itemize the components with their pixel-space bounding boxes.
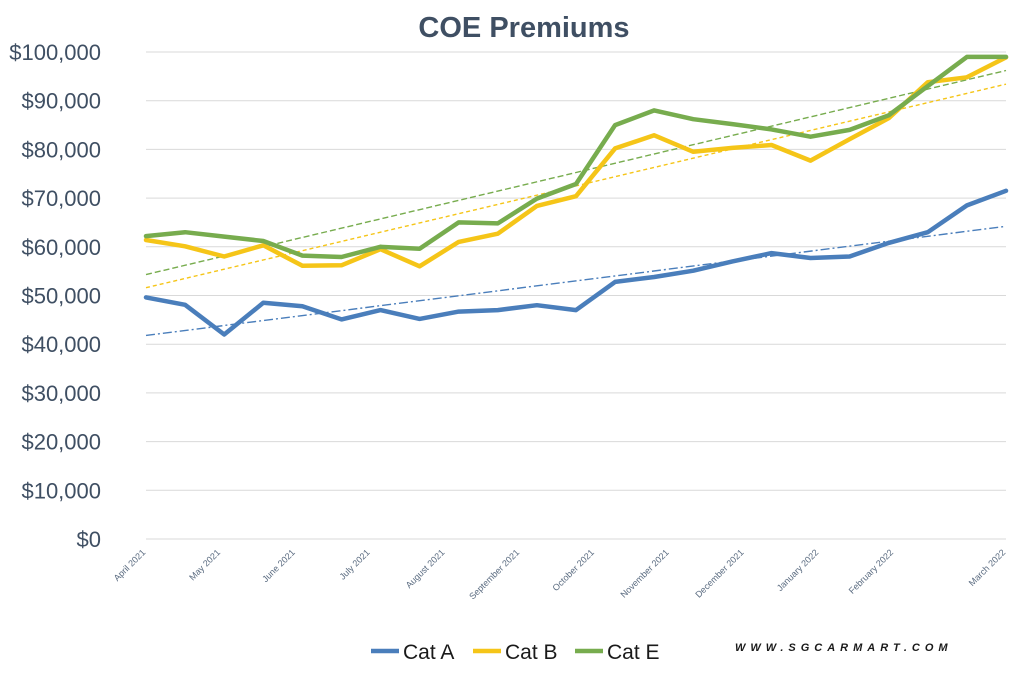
trendline-cat-a — [145, 225, 1007, 337]
x-tick-label: September 2021 — [467, 547, 521, 601]
legend: Cat A Cat B Cat E — [371, 641, 660, 664]
watermark-text: WWW.SGCARMART.COM — [735, 642, 953, 654]
y-axis-ticks: $0 $10,000 $20,000 $30,000 $40,000 $50,000 $60… — [9, 40, 101, 552]
y-tick-label: $10,000 — [21, 478, 101, 503]
chart-title: COE Premiums — [418, 12, 629, 44]
trendline-cat-e — [145, 69, 1007, 276]
x-tick-label: January 2022 — [775, 547, 821, 593]
series-line-cat-a — [143, 188, 1009, 337]
y-tick-label: $40,000 — [21, 332, 101, 357]
x-tick-label: December 2021 — [693, 547, 745, 599]
gridlines — [146, 51, 1006, 540]
x-tick-label: April 2021 — [112, 547, 148, 583]
x-tick-label: July 2021 — [337, 547, 371, 581]
x-tick-label: August 2021 — [404, 547, 447, 590]
y-tick-label: $90,000 — [21, 89, 101, 114]
series-line-cat-e — [143, 54, 1009, 260]
x-tick-label: November 2021 — [619, 547, 671, 599]
x-tick-label: June 2021 — [260, 547, 297, 584]
series-lines — [143, 54, 1009, 337]
y-tick-label: $60,000 — [21, 235, 101, 260]
y-tick-label: $70,000 — [21, 186, 101, 211]
y-tick-label: $50,000 — [21, 284, 101, 309]
y-tick-label: $100,000 — [9, 40, 101, 65]
x-tick-label: February 2022 — [847, 547, 895, 595]
x-axis-ticks: April 2021 May 2021 June 2021 July 2021 Augu… — [112, 547, 1008, 601]
legend-label-cat-e: Cat E — [607, 641, 660, 664]
legend-label-cat-a: Cat A — [403, 641, 454, 664]
x-tick-label: May 2021 — [187, 547, 222, 582]
legend-label-cat-b: Cat B — [505, 641, 558, 664]
y-tick-label: $30,000 — [21, 381, 101, 406]
y-tick-label: $80,000 — [21, 137, 101, 162]
x-tick-label: October 2021 — [550, 547, 596, 593]
y-tick-label: $20,000 — [21, 430, 101, 455]
series-line-cat-b — [143, 55, 1009, 269]
x-tick-label: March 2022 — [967, 547, 1008, 588]
y-tick-label: $0 — [77, 527, 101, 552]
